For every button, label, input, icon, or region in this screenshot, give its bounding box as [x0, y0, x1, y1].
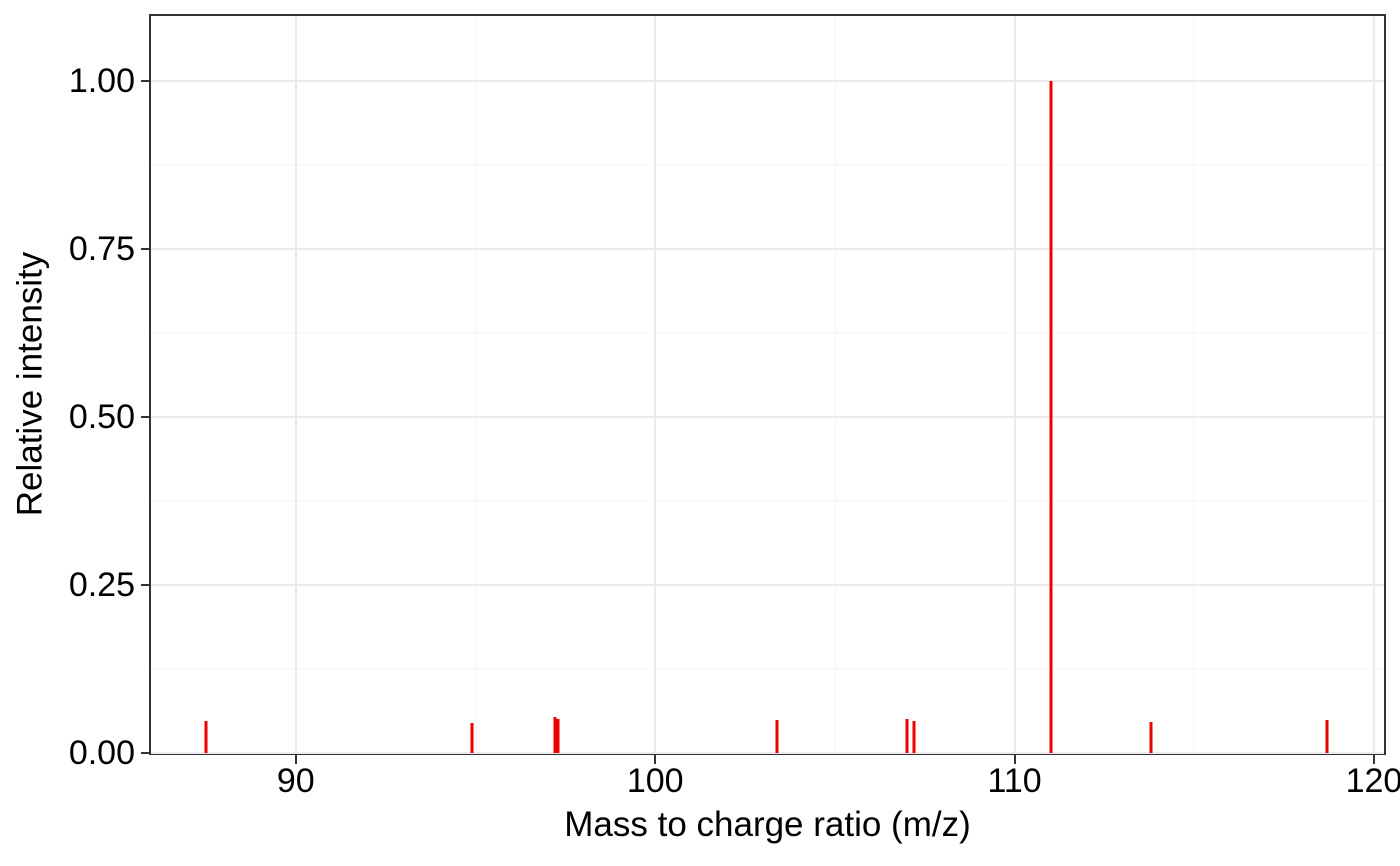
x-minor-gridline [475, 16, 476, 753]
x-minor-gridline [1193, 16, 1195, 753]
x-major-gridline [294, 16, 297, 753]
mass-peak [905, 719, 909, 753]
y-tick-label: 0.25 [68, 566, 135, 605]
y-tick-mark [141, 416, 150, 419]
y-axis-tick-labels: 0.00 0.25 0.50 0.75 1.00 [0, 16, 135, 770]
y-axis-ticks [141, 16, 150, 754]
x-axis-ticks [151, 755, 1384, 764]
x-axis-tick-labels: 90 100 110 120 [151, 762, 1400, 803]
y-minor-gridline [151, 500, 1384, 502]
y-tick-mark [141, 584, 150, 587]
y-tick-label: 0.50 [68, 398, 135, 437]
y-major-gridline [151, 416, 1384, 419]
x-tick-label: 100 [626, 762, 684, 800]
y-tick-label: 0.00 [68, 734, 135, 772]
y-minor-gridline [151, 668, 1384, 670]
y-tick-label: 1.00 [68, 62, 135, 101]
mass-peak [1049, 81, 1052, 753]
mass-peak [553, 717, 557, 753]
y-tick-mark [141, 80, 150, 83]
y-major-gridline [151, 752, 1384, 754]
x-minor-gridline [834, 16, 836, 753]
mass-peak [1325, 720, 1329, 753]
y-minor-gridline [151, 332, 1384, 334]
mass-peak [204, 721, 208, 753]
x-major-gridline [654, 16, 657, 753]
x-tick-mark [1372, 755, 1375, 764]
mass-peak [470, 722, 474, 753]
y-minor-gridline [151, 164, 1384, 166]
mass-peak [1149, 722, 1153, 753]
x-major-gridline [1372, 16, 1375, 753]
x-tick-mark [1013, 755, 1016, 764]
y-tick-label: 0.75 [68, 230, 135, 269]
x-major-gridline [1013, 16, 1016, 753]
x-tick-label: 120 [1345, 762, 1400, 800]
x-tick-label: 90 [276, 762, 315, 800]
x-tick-mark [654, 755, 657, 764]
y-major-gridline [151, 584, 1384, 587]
y-axis-title: Relative intensity [10, 251, 50, 517]
y-major-gridline [151, 80, 1384, 83]
y-tick-mark [141, 248, 150, 251]
mass-peak [775, 720, 779, 753]
mass-peak [912, 720, 916, 753]
y-tick-mark [141, 752, 150, 754]
y-major-gridline [151, 248, 1384, 251]
mass-peak [556, 719, 560, 753]
x-axis-title: Mass to charge ratio (m/z) [564, 805, 971, 844]
plot-panel [149, 14, 1386, 755]
x-tick-label: 110 [987, 762, 1042, 800]
x-tick-mark [294, 755, 297, 764]
